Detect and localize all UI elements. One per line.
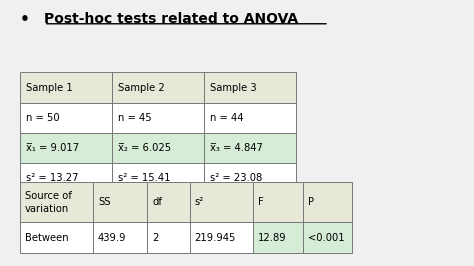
Bar [190,182,254,222]
Bar [20,182,93,222]
Bar [147,222,190,253]
Text: n = 45: n = 45 [118,113,151,123]
Bar [147,182,190,222]
Text: Post-hoc tests related to ANOVA: Post-hoc tests related to ANOVA [44,12,298,26]
Bar [303,222,353,253]
Bar [20,72,112,103]
Bar [204,163,296,194]
Text: <0.001: <0.001 [308,233,344,243]
Text: Source of: Source of [25,190,72,201]
Text: 439.9: 439.9 [98,233,127,243]
Bar [190,222,254,253]
Bar [204,133,296,163]
Text: s² = 23.08: s² = 23.08 [210,173,262,183]
Text: s² = 13.27: s² = 13.27 [26,173,78,183]
Text: 219.945: 219.945 [195,233,236,243]
Text: SS: SS [98,197,110,207]
Text: F: F [258,197,264,207]
Text: Sample 3: Sample 3 [210,83,256,93]
Text: 12.89: 12.89 [258,233,287,243]
Text: df: df [152,197,162,207]
Text: •: • [20,12,30,27]
Text: variation: variation [25,204,69,214]
Text: Between: Between [25,233,69,243]
Bar [112,163,204,194]
Bar [303,182,353,222]
Bar [93,222,147,253]
Bar [93,182,147,222]
Bar [112,133,204,163]
Bar [112,72,204,103]
Bar [204,103,296,133]
Bar [204,72,296,103]
Text: Sample 2: Sample 2 [118,83,164,93]
Text: P: P [308,197,314,207]
Text: x̅₁ = 9.017: x̅₁ = 9.017 [26,143,79,153]
Text: n = 44: n = 44 [210,113,243,123]
Text: x̅₃ = 4.847: x̅₃ = 4.847 [210,143,263,153]
Bar [254,182,303,222]
Bar [254,222,303,253]
Text: Sample 1: Sample 1 [26,83,73,93]
Bar [20,163,112,194]
Text: x̅₂ = 6.025: x̅₂ = 6.025 [118,143,171,153]
Text: 2: 2 [152,233,159,243]
Bar [20,103,112,133]
Bar [112,103,204,133]
Text: s²: s² [195,197,204,207]
Text: n = 50: n = 50 [26,113,60,123]
Bar [20,222,93,253]
Bar [20,133,112,163]
Text: s² = 15.41: s² = 15.41 [118,173,170,183]
